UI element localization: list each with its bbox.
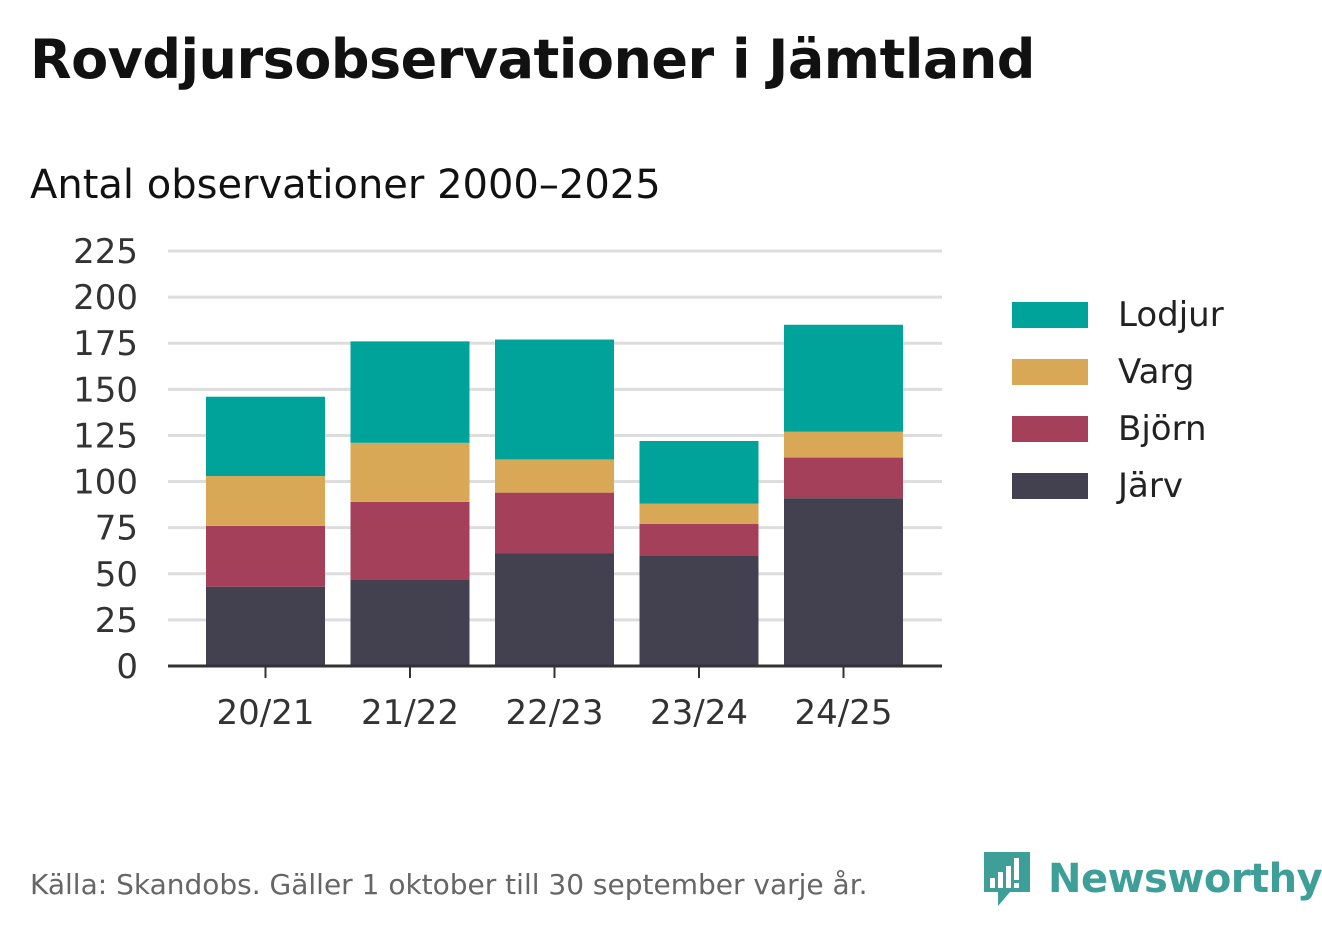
y-tick-label: 175 — [73, 324, 138, 364]
y-tick-label: 225 — [73, 232, 138, 272]
legend-label: Lodjur — [1118, 294, 1224, 335]
bar-segment-lodjur-23-24 — [639, 440, 759, 504]
bar-segment-lodjur-21-22 — [350, 341, 470, 443]
bar-segment-varg-23-24 — [639, 503, 759, 524]
legend-item-björn: Björn — [1012, 400, 1224, 457]
bar-segment-varg-20-21 — [206, 476, 325, 526]
y-tick-label: 100 — [73, 463, 138, 503]
x-tick-label: 23/24 — [650, 693, 748, 733]
bar-segment-björn-22-23 — [495, 492, 614, 554]
source-note: Källa: Skandobs. Gäller 1 oktober till 3… — [30, 868, 868, 901]
legend-swatch — [1012, 472, 1088, 499]
bar-segment-varg-21-22 — [350, 442, 470, 502]
chart-legend: Lodjur Varg Björn Järv — [1012, 286, 1224, 514]
bar-segment-lodjur-22-23 — [495, 339, 614, 460]
bar-segment-björn-21-22 — [350, 501, 470, 580]
chart-title: Rovdjursobservationer i Jämtland — [30, 28, 1035, 91]
x-axis-ticks: 20/21 21/22 22/23 23/24 24/25 — [217, 666, 893, 733]
y-tick-label: 150 — [73, 370, 138, 410]
bars — [206, 324, 903, 666]
bar-segment-varg-24-25 — [784, 431, 903, 458]
y-tick-label: 125 — [73, 416, 138, 456]
legend-swatch — [1012, 358, 1088, 385]
bar-segment-järv-23-24 — [639, 555, 759, 666]
chart-subtitle: Antal observationer 2000–2025 — [30, 162, 661, 208]
y-tick-label: 25 — [95, 601, 138, 641]
bar-segment-järv-22-23 — [495, 553, 614, 666]
bar-segment-järv-20-21 — [206, 586, 325, 666]
bar-segment-björn-24-25 — [784, 457, 903, 499]
legend-item-lodjur: Lodjur — [1012, 286, 1224, 343]
legend-swatch — [1012, 415, 1088, 442]
legend-label: Varg — [1118, 351, 1195, 392]
bar-segment-lodjur-24-25 — [784, 324, 903, 432]
bar-segment-järv-21-22 — [350, 579, 470, 666]
bar-segment-björn-20-21 — [206, 525, 325, 587]
bar-segment-björn-23-24 — [639, 523, 759, 556]
legend-swatch — [1012, 301, 1088, 328]
bar-segment-lodjur-20-21 — [206, 396, 325, 477]
y-tick-label: 0 — [116, 647, 138, 687]
brand-name: Newsworthy — [1048, 856, 1322, 902]
y-tick-label: 200 — [73, 278, 138, 318]
x-tick-label: 21/22 — [361, 693, 459, 733]
legend-item-järv: Järv — [1012, 457, 1224, 514]
x-tick-label: 20/21 — [217, 693, 315, 733]
bar-segment-varg-22-23 — [495, 459, 614, 493]
bar-segment-järv-24-25 — [784, 498, 903, 666]
y-axis-ticks: 0 25 50 75 100 125 150 175 200 225 — [73, 232, 138, 687]
x-tick-label: 22/23 — [506, 693, 604, 733]
legend-label: Järv — [1118, 465, 1183, 506]
x-tick-label: 24/25 — [795, 693, 893, 733]
brand-logo: Newsworthy — [980, 848, 1322, 910]
newsworthy-logo-icon — [984, 852, 1030, 906]
legend-label: Björn — [1118, 408, 1207, 449]
y-tick-label: 75 — [95, 509, 138, 549]
legend-item-varg: Varg — [1012, 343, 1224, 400]
y-tick-label: 50 — [95, 555, 138, 595]
